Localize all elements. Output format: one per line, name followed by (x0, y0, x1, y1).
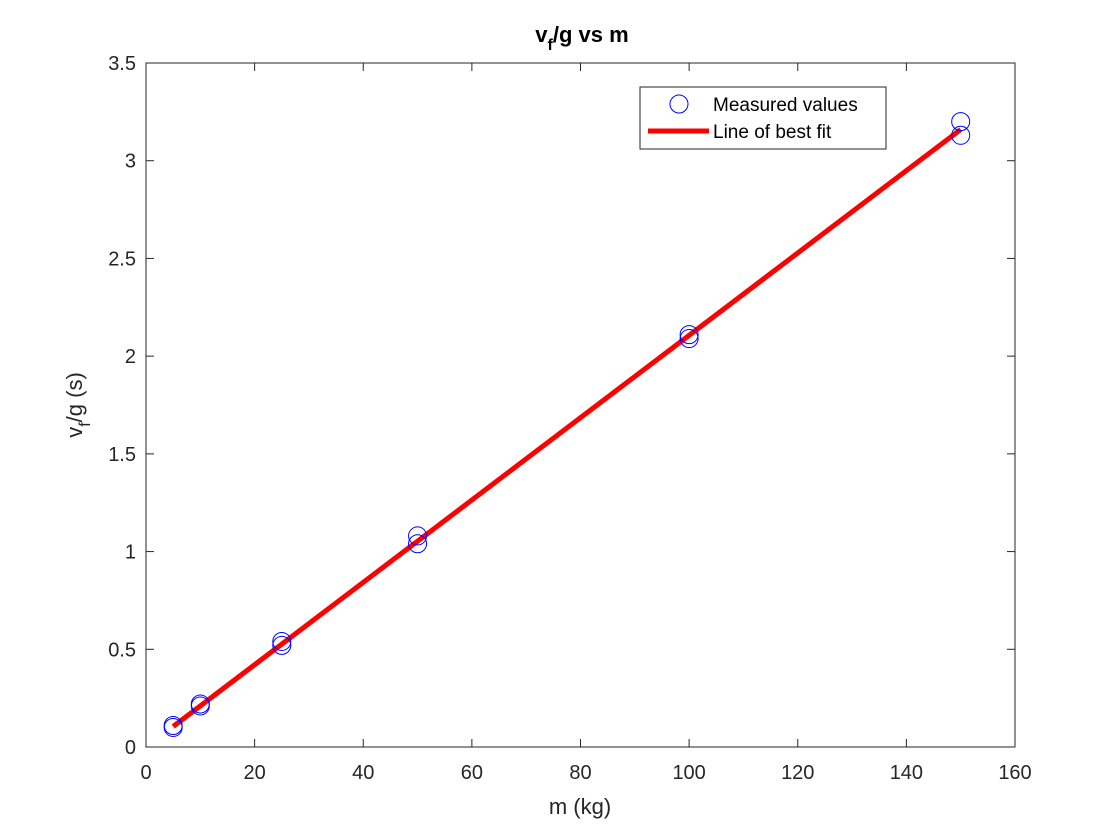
x-tick-label: 40 (352, 762, 374, 784)
data-point (951, 112, 971, 132)
x-tick-label: 120 (781, 762, 814, 784)
y-tick-label: 2.5 (108, 248, 136, 270)
y-tick-label: 0 (125, 737, 136, 759)
y-tick-label: 1 (125, 542, 136, 564)
data-point (408, 526, 428, 546)
data-point (408, 534, 428, 554)
x-tick-label: 140 (890, 762, 923, 784)
x-tick-label: 20 (244, 762, 266, 784)
x-axis-label: m (kg) (549, 794, 611, 819)
x-tick-label: 160 (998, 762, 1031, 784)
data-point (272, 631, 292, 651)
data-point (272, 635, 292, 655)
y-tick-label: 2 (125, 346, 136, 368)
x-tick-label: 60 (461, 762, 483, 784)
best-fit-line (171, 127, 963, 729)
legend-label-measured: Measured values (713, 95, 858, 116)
data-point (679, 329, 699, 349)
data-point (163, 716, 183, 736)
x-axis: 0 20 40 60 80 100 120 140 160 (140, 63, 1032, 784)
y-tick-label: 0.5 (108, 639, 136, 661)
series-layer (163, 112, 971, 737)
legend-label-best-fit: Line of best fit (713, 122, 832, 143)
y-tick-label: 3 (125, 151, 136, 173)
data-point (951, 125, 971, 145)
y-tick-label: 3.5 (108, 53, 136, 75)
x-tick-label: 0 (140, 762, 151, 784)
legend-box (639, 86, 887, 150)
data-point (679, 325, 699, 345)
x-tick-label: 100 (672, 762, 705, 784)
legend-marker-measured (669, 94, 689, 114)
y-tick-label: 1.5 (108, 444, 136, 466)
x-tick-label: 80 (569, 762, 591, 784)
chart-title: vf/g vs m (535, 22, 628, 54)
data-point (190, 694, 210, 714)
axes-box (145, 62, 1016, 748)
y-axis: 0 0.5 1 1.5 2 2.5 3 3.5 (108, 53, 1015, 759)
y-axis-label: vf/g (s) (62, 372, 94, 438)
legend: Measured values Line of best fit (639, 86, 887, 150)
